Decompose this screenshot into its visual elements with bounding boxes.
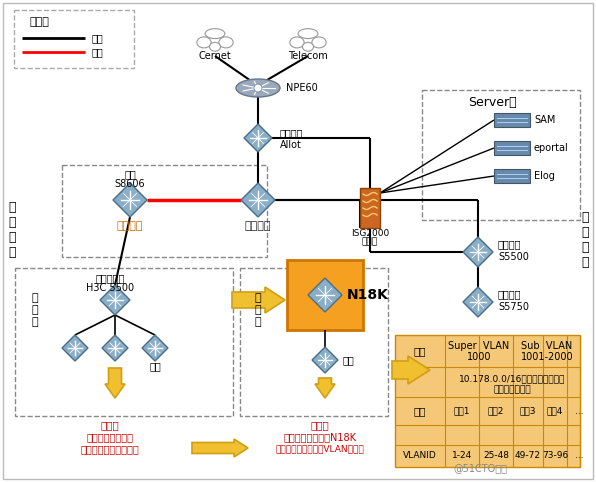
- Bar: [422, 90, 580, 220]
- Polygon shape: [113, 183, 147, 217]
- Text: 49-72: 49-72: [515, 451, 541, 459]
- Text: 部署前: 部署前: [101, 420, 119, 430]
- Bar: [494, 113, 530, 127]
- Ellipse shape: [236, 79, 280, 97]
- Text: ISG2000: ISG2000: [351, 229, 389, 239]
- Text: Telecom: Telecom: [288, 51, 328, 61]
- Text: @51CTO博客: @51CTO博客: [453, 463, 507, 473]
- Text: S8606: S8606: [114, 179, 145, 189]
- Text: 宿舍汇聚: 宿舍汇聚: [498, 289, 522, 299]
- Text: 简化接入设备配置（VLAN划分）: 简化接入设备配置（VLAN划分）: [275, 444, 364, 454]
- Text: NPE60: NPE60: [286, 83, 318, 93]
- Text: 宿舍楼汇聚: 宿舍楼汇聚: [95, 273, 125, 283]
- Text: 防火墙: 防火墙: [362, 238, 378, 246]
- Polygon shape: [100, 285, 130, 315]
- Ellipse shape: [303, 42, 313, 51]
- Bar: [14, 10, 134, 68]
- Polygon shape: [463, 237, 493, 267]
- Bar: [360, 188, 380, 228]
- Text: 25-48: 25-48: [483, 451, 509, 459]
- Text: Server区: Server区: [468, 95, 517, 108]
- Text: 接入: 接入: [343, 355, 355, 365]
- Text: 办公汇聚: 办公汇聚: [498, 239, 522, 249]
- Bar: [62, 165, 267, 257]
- FancyArrow shape: [315, 378, 335, 398]
- Text: ...: ...: [575, 451, 583, 459]
- Bar: [395, 335, 580, 467]
- Text: 接入3: 接入3: [520, 406, 536, 415]
- Text: 南湖校区: 南湖校区: [245, 221, 271, 231]
- Text: 1001-2000: 1001-2000: [521, 352, 573, 362]
- Text: 核心: 核心: [124, 169, 136, 179]
- Text: S5500: S5500: [498, 252, 529, 262]
- FancyArrow shape: [192, 439, 248, 457]
- Text: 1-24: 1-24: [452, 451, 472, 459]
- Polygon shape: [241, 183, 275, 217]
- Text: Allot: Allot: [280, 140, 302, 150]
- Text: H3C 5500: H3C 5500: [86, 283, 134, 293]
- Bar: [494, 169, 530, 183]
- Text: Cernet: Cernet: [198, 51, 231, 61]
- Circle shape: [254, 84, 262, 92]
- Text: 阳光校区: 阳光校区: [117, 221, 143, 231]
- Bar: [240, 268, 388, 416]
- Ellipse shape: [210, 42, 221, 51]
- Text: 部
署
后: 部 署 后: [254, 294, 261, 327]
- Polygon shape: [308, 278, 342, 312]
- Text: 核心: 核心: [414, 346, 426, 356]
- Text: 认证、安全上收到N18K: 认证、安全上收到N18K: [284, 432, 356, 442]
- Text: Sub  VLAN: Sub VLAN: [522, 341, 573, 351]
- Text: 1000: 1000: [467, 352, 491, 362]
- Bar: [15, 268, 233, 416]
- Polygon shape: [62, 335, 88, 361]
- Polygon shape: [312, 347, 338, 373]
- Text: 接入: 接入: [149, 361, 161, 371]
- Text: 流控设备: 流控设备: [280, 128, 303, 138]
- Text: N18K: N18K: [347, 288, 389, 302]
- FancyArrow shape: [105, 368, 125, 398]
- Text: 万兆: 万兆: [92, 47, 104, 57]
- Text: 73-96: 73-96: [542, 451, 568, 459]
- Text: 10.178.0.0/16（大二层扁平化架: 10.178.0.0/16（大二层扁平化架: [460, 375, 566, 384]
- Text: 接入: 接入: [414, 406, 426, 416]
- FancyArrow shape: [232, 287, 285, 313]
- Text: 南
湖
校
区: 南 湖 校 区: [581, 211, 589, 269]
- Text: 接入设备配置复杂: 接入设备配置复杂: [86, 432, 134, 442]
- Text: （认证、安全等配置）: （认证、安全等配置）: [80, 444, 139, 454]
- Ellipse shape: [312, 37, 326, 48]
- Text: Elog: Elog: [534, 171, 555, 181]
- Text: SAM: SAM: [534, 115, 555, 125]
- FancyArrow shape: [392, 356, 430, 384]
- Text: S5750: S5750: [498, 302, 529, 312]
- Ellipse shape: [219, 37, 233, 48]
- Polygon shape: [102, 335, 128, 361]
- Text: 连接线: 连接线: [30, 17, 50, 27]
- Polygon shape: [244, 124, 272, 152]
- Text: Super  VLAN: Super VLAN: [448, 341, 510, 351]
- Text: 部署后: 部署后: [311, 420, 330, 430]
- Text: 接入1: 接入1: [454, 406, 470, 415]
- Text: 接入2: 接入2: [488, 406, 504, 415]
- Bar: [494, 141, 530, 155]
- Text: ...: ...: [575, 406, 583, 415]
- Text: 构，认证上收）: 构，认证上收）: [493, 386, 531, 394]
- Ellipse shape: [290, 37, 304, 48]
- Text: eportal: eportal: [534, 143, 569, 153]
- Polygon shape: [142, 335, 168, 361]
- Ellipse shape: [197, 37, 211, 48]
- Text: 阳
光
校
区: 阳 光 校 区: [8, 201, 15, 259]
- Ellipse shape: [298, 28, 318, 39]
- Bar: [287, 260, 363, 330]
- Text: 部
署
前: 部 署 前: [32, 294, 38, 327]
- Text: VLANID: VLANID: [403, 451, 437, 459]
- Polygon shape: [463, 287, 493, 317]
- Ellipse shape: [205, 28, 225, 39]
- Text: 接入4: 接入4: [547, 406, 563, 415]
- Text: 千兆: 千兆: [92, 33, 104, 43]
